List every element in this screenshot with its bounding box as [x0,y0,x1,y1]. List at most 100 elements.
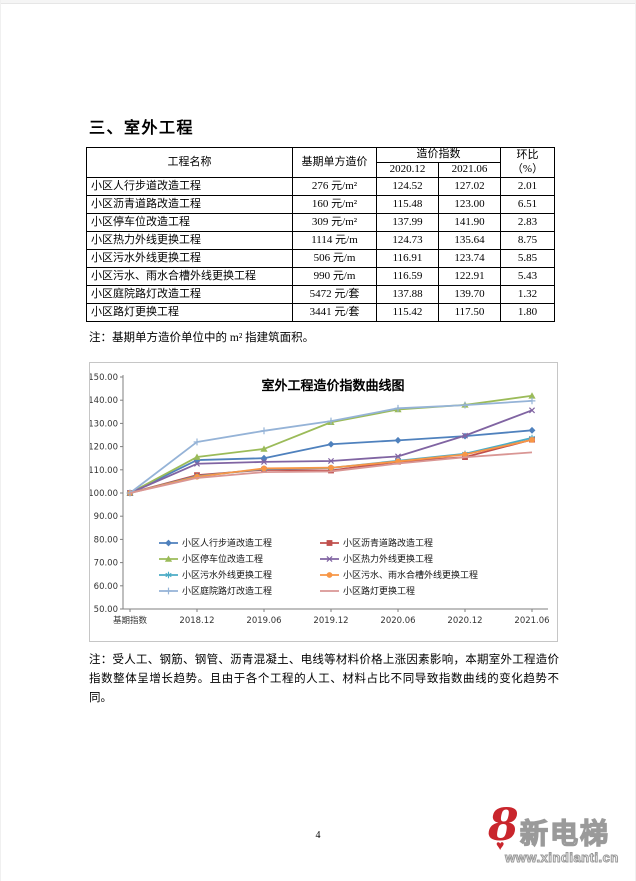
chart-series-7 [129,451,533,494]
y-tick-label: 60.00 [94,582,118,592]
y-tick-label: 130.00 [90,419,118,429]
y-tick-label: 140.00 [90,396,118,406]
mom-change: 2.01 [500,177,555,196]
index-2020-12: 116.59 [376,267,439,286]
section-heading: 三、室外工程 [89,120,195,137]
legend-label: 小区污水、雨水合槽外线更换工程 [343,569,478,581]
index-2020-12: 124.73 [376,231,439,250]
legend-label: 小区路灯更换工程 [343,585,415,597]
index-2021-06: 135.64 [438,231,501,250]
index-2021-06: 141.90 [438,213,501,232]
table-row: 小区沥青道路改造工程 160 元/m² 115.48 123.00 6.51 [86,195,555,214]
legend-label: 小区沥青道路改造工程 [343,537,433,549]
mom-change: 5.43 [500,267,555,286]
y-tick-label: 120.00 [90,443,118,453]
mom-change: 2.83 [500,213,555,232]
project-name: 小区污水、雨水合槽外线更换工程 [86,267,293,286]
index-2020-12: 137.99 [376,213,439,232]
base-unit-cost: 276 元/m² [292,177,377,196]
project-name: 小区路灯更换工程 [86,303,293,322]
table-row: 小区污水外线更换工程 506 元/m 116.91 123.74 5.85 [86,249,555,268]
mom-header-line2: （%） [511,162,544,175]
legend-label: 小区热力外线更换工程 [343,553,433,565]
x-tick-label: 2019.12 [313,616,348,626]
project-name: 小区停车位改造工程 [86,213,293,232]
mom-change: 8.75 [500,231,555,250]
logo-url-text: www.xindianti.cn [505,850,619,866]
legend-label: 小区污水外线更换工程 [182,569,272,581]
col-header-index-2021-06: 2021.06 [438,162,501,178]
y-tick-label: 90.00 [94,512,118,522]
index-2021-06: 123.74 [438,249,501,268]
legend-label: 小区人行步道改造工程 [182,537,272,549]
table-note: 注：基期单方造价单位中的 m² 指建筑面积。 [89,332,315,344]
y-tick-label: 70.00 [94,559,118,569]
page-top-edge [1,0,635,4]
cost-table-body: 小区人行步道改造工程 276 元/m² 124.52 127.02 2.01 小区沥青道路… [86,177,555,322]
base-unit-cost: 309 元/m² [292,213,377,232]
table-row: 小区庭院路灯改造工程 5472 元/套 137.88 139.70 1.32 [86,285,555,304]
chart-axes: 50.00 60.00 70.00 80.00 90.00 100.00 110.00 120… [90,373,550,626]
col-header-project-name: 工程名称 [86,147,293,178]
legend-item: 小区污水、雨水合槽外线更换工程 [320,569,478,581]
x-tick-label: 2020.12 [447,616,482,626]
x-tick-label: 2018.12 [179,616,214,626]
table-row: 小区人行步道改造工程 276 元/m² 124.52 127.02 2.01 [86,177,555,196]
table-row: 小区停车位改造工程 309 元/m² 137.99 141.90 2.83 [86,213,555,232]
base-unit-cost: 990 元/m [292,267,377,286]
chart-frame: 50.00 60.00 70.00 80.00 90.00 100.00 110.00 120… [89,362,558,642]
table-row: 小区路灯更换工程 3441 元/套 115.42 117.50 1.80 [86,303,555,322]
table-row: 小区污水、雨水合槽外线更换工程 990 元/m 116.59 122.91 5.43 [86,267,555,286]
table-row: 小区热力外线更换工程 1114 元/m 124.73 135.64 8.75 [86,231,555,250]
mom-change: 5.85 [500,249,555,268]
index-2020-12: 124.52 [376,177,439,196]
base-unit-cost: 160 元/m² [292,195,377,214]
base-unit-cost: 5472 元/套 [292,285,377,304]
y-tick-label: 50.00 [94,605,118,615]
col-header-base-unit-cost: 基期单方造价 [292,147,377,178]
x-tick-label: 2020.06 [380,616,415,626]
index-2020-12: 137.88 [376,285,439,304]
project-name: 小区热力外线更换工程 [86,231,293,250]
x-tick-label: 2021.06 [514,616,549,626]
outdoor-cost-index-table: 工程名称 基期单方造价 造价指数 环比 （%） 2020.12 2021.06 小… [86,147,555,322]
col-header-index-2020-12: 2020.12 [376,162,439,178]
index-2020-12: 115.42 [376,303,439,322]
x-tick-label: 基期指数 [113,615,148,626]
base-unit-cost: 3441 元/套 [292,303,377,322]
index-2021-06: 127.02 [438,177,501,196]
page-number: 4 [315,830,321,841]
y-tick-label: 100.00 [90,489,118,499]
analysis-note: 注：受人工、钢筋、钢管、沥青混凝土、电线等材料价格上涨因素影响，本期室外工程造价… [89,654,559,704]
project-name: 小区污水外线更换工程 [86,249,293,268]
legend-item: 小区庭院路灯改造工程 [159,585,272,597]
legend-item: 小区停车位改造工程 [159,553,263,565]
logo-eight-glyph: 8 [488,800,519,851]
index-2021-06: 123.00 [438,195,501,214]
chart-title: 室外工程造价指数曲线图 [261,378,404,394]
logo-brand-text: 新电梯 [519,817,611,849]
col-header-cost-index-group: 造价指数 [376,147,501,163]
heart-icon: ♥ [496,837,505,853]
index-2020-12: 116.91 [376,249,439,268]
legend-label: 小区庭院路灯改造工程 [182,585,272,597]
y-tick-label: 150.00 [90,373,118,383]
chart-series-6 [126,397,536,497]
mom-change: 1.80 [500,303,555,322]
index-2021-06: 117.50 [438,303,501,322]
legend-item: 小区人行步道改造工程 [159,537,272,549]
mom-change: 1.32 [500,285,555,304]
index-2021-06: 122.91 [438,267,501,286]
mom-header-line1: 环比 [516,148,539,161]
legend-item: 小区热力外线更换工程 [320,553,433,565]
x-tick-label: 2019.06 [246,616,281,626]
index-curve-chart: 50.00 60.00 70.00 80.00 90.00 100.00 110.00 120… [90,373,550,626]
table-header: 工程名称 基期单方造价 造价指数 环比 （%） 2020.12 2021.06 [86,147,555,178]
legend-item: 小区沥青道路改造工程 [320,537,433,549]
legend-item: 小区路灯更换工程 [320,585,415,597]
logo-8-heart-icon: 8 ♥ [488,803,520,854]
index-2021-06: 139.70 [438,285,501,304]
mom-change: 6.51 [500,195,555,214]
